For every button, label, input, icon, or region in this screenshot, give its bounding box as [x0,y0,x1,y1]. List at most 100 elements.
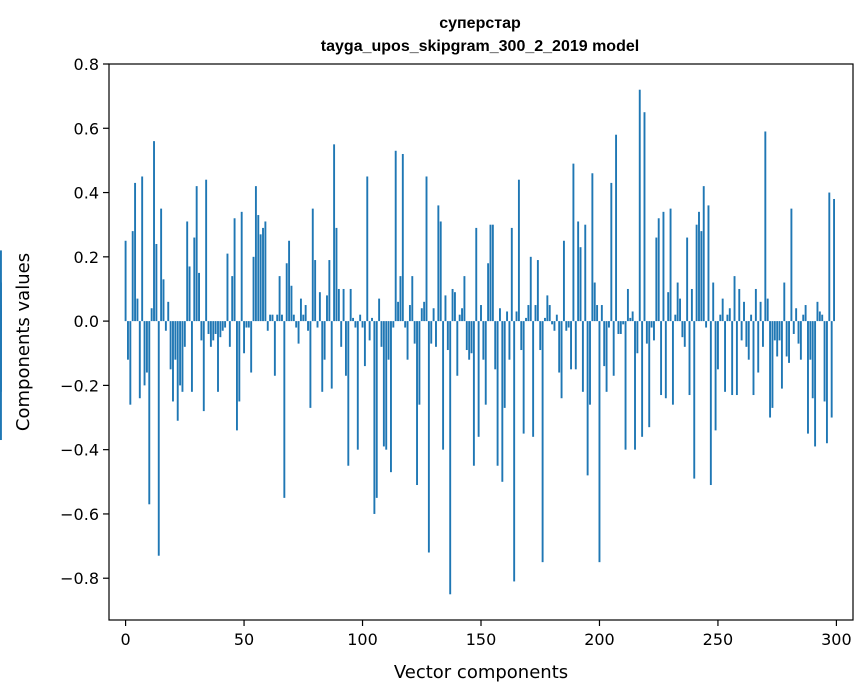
bar [354,321,357,328]
bar [461,308,463,322]
bar [669,208,672,322]
x-tick-label: 150 [466,630,497,649]
bar [655,237,658,322]
y-tick-label: 0.8 [74,55,99,74]
bar [567,321,570,328]
bar [243,321,246,354]
bar [783,282,786,322]
x-tick-label: 250 [703,630,734,649]
bar [591,173,594,322]
bar [169,321,172,370]
bar [619,321,622,334]
bar [477,321,480,437]
bar [356,321,359,450]
bar [427,321,430,553]
bar [472,321,475,466]
bar [136,298,139,322]
bar [624,321,627,450]
bar [437,205,440,322]
bar [626,288,629,322]
bar [527,305,530,322]
bar [444,295,447,322]
bar [653,321,655,341]
bar [463,276,466,322]
bar [676,282,679,322]
y-tick-label: −0.2 [60,376,99,395]
bar [202,321,205,412]
bar [321,321,324,392]
bar [510,227,513,322]
bar [636,321,639,354]
x-axis-ticks: 0 50 100 150 200 250 300 [120,620,852,649]
bar [470,321,473,354]
bar [420,308,423,322]
bar [532,321,535,437]
chart-subtitle: tayga_upos_skipgram_300_2_2019 model [321,38,639,55]
bar [733,276,736,322]
bar [264,221,267,322]
bar [446,321,449,351]
bar [366,176,369,322]
bar [728,308,731,322]
bar [657,218,660,322]
bar [764,131,767,322]
x-tick-label: 300 [821,630,852,649]
bar [643,112,646,322]
y-tick-label: −0.6 [60,505,99,524]
bar [719,314,722,322]
bar [551,321,554,325]
bar [451,288,454,322]
bar [307,321,309,331]
bar [352,317,354,322]
bar [484,321,487,405]
bar [328,260,331,322]
bar [453,292,456,322]
y-tick-label: −0.4 [60,441,99,460]
bar [390,321,392,473]
bar [411,276,414,322]
bar [629,317,632,322]
bar [228,321,231,347]
bar [788,321,790,363]
bar [553,321,556,331]
bar [816,301,819,322]
bar [809,321,812,360]
bar [363,321,366,367]
bar [387,321,390,360]
bar [207,321,210,334]
bar [281,314,283,322]
bar [269,314,272,322]
bar [141,176,144,322]
bar [368,321,371,341]
bar [695,224,698,322]
bar [818,311,821,322]
bar [480,305,482,322]
bar [299,298,302,322]
bar [828,192,831,322]
bar [164,321,167,331]
bar [188,266,191,322]
bar [520,321,523,351]
bar [278,276,281,322]
y-axis-label: Components values [13,253,34,431]
bar [631,311,634,322]
bar [776,321,779,357]
bar [380,321,383,347]
bar [238,321,241,402]
bar [565,321,568,331]
bar [596,305,599,322]
bar [515,311,518,322]
bar [394,150,397,322]
bar [589,321,591,405]
bar [344,321,347,376]
bar [442,321,445,450]
bar [562,240,565,322]
bar [404,321,407,328]
bar [340,321,343,347]
bar [807,321,809,434]
bar [496,321,499,466]
bar [482,321,485,360]
bar [579,247,582,322]
bar [292,314,295,322]
